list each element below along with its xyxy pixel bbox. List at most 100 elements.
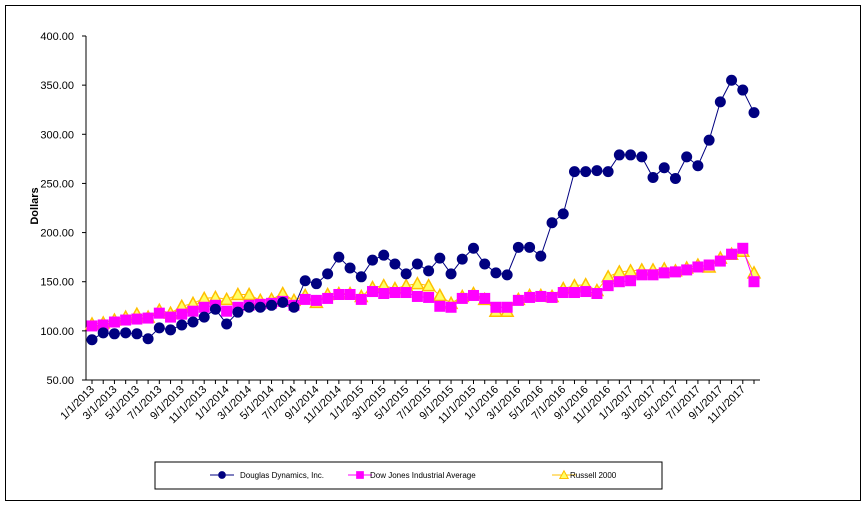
data-point	[434, 300, 446, 312]
data-point	[524, 291, 536, 303]
data-point	[479, 258, 491, 270]
data-point	[176, 308, 188, 320]
data-point	[737, 84, 749, 96]
data-point	[557, 208, 569, 220]
chart-frame	[5, 5, 861, 501]
y-tick-label: 150.00	[40, 277, 74, 289]
data-point	[613, 276, 625, 288]
data-point	[456, 292, 468, 304]
data-point	[580, 166, 592, 178]
data-point	[432, 287, 448, 302]
data-point	[400, 287, 412, 299]
data-point	[378, 249, 390, 261]
y-tick-label: 200.00	[40, 228, 74, 240]
data-point	[591, 165, 603, 177]
data-point	[131, 328, 143, 340]
data-point	[568, 287, 580, 299]
data-point	[120, 327, 132, 339]
y-tick-label: 400.00	[40, 31, 74, 43]
data-point	[411, 258, 423, 270]
data-point	[288, 301, 300, 313]
data-point	[187, 316, 199, 328]
data-point	[108, 316, 120, 328]
data-point	[535, 250, 547, 262]
series-douglas-dynamics-inc-	[86, 74, 760, 346]
data-point	[647, 172, 659, 184]
data-point	[726, 248, 738, 260]
data-point	[221, 305, 233, 317]
legend-item: Russell 2000	[552, 469, 617, 480]
data-point	[299, 293, 311, 305]
legend-label: Dow Jones Industrial Average	[370, 471, 476, 480]
data-point	[445, 301, 457, 313]
data-point	[310, 278, 322, 290]
data-point	[445, 268, 457, 280]
data-point	[367, 254, 379, 266]
data-point	[557, 287, 569, 299]
legend-box	[154, 461, 663, 490]
data-point	[467, 289, 479, 301]
data-point	[726, 74, 738, 86]
data-point	[153, 307, 165, 319]
data-point	[434, 252, 446, 264]
data-point	[421, 278, 436, 292]
data-point	[524, 241, 536, 253]
data-point	[501, 301, 513, 313]
y-tick-label: 300.00	[40, 129, 74, 141]
data-point	[490, 301, 502, 313]
plot-area	[84, 74, 762, 346]
data-point	[410, 276, 425, 290]
data-point	[108, 328, 120, 340]
data-point	[591, 288, 603, 300]
data-point	[512, 294, 524, 306]
data-point	[400, 268, 412, 280]
data-point	[681, 151, 693, 163]
data-point	[714, 255, 726, 267]
data-point	[277, 296, 289, 308]
data-point	[241, 286, 257, 301]
x-axis: 1/1/20133/1/20135/1/20137/1/20139/1/2013…	[58, 379, 760, 426]
data-point	[221, 318, 233, 330]
y-tick-label: 350.00	[40, 80, 74, 92]
data-point	[322, 292, 334, 304]
data-point	[120, 314, 132, 326]
data-point	[187, 305, 199, 317]
data-point	[165, 324, 177, 336]
data-point	[333, 288, 345, 300]
data-point	[658, 162, 670, 174]
data-point	[669, 173, 681, 185]
data-point	[546, 291, 558, 303]
data-point	[467, 242, 479, 254]
data-point	[86, 320, 98, 332]
data-point	[490, 267, 502, 279]
data-point	[389, 287, 401, 299]
legend-marker	[558, 469, 570, 480]
data-point	[198, 311, 210, 323]
data-point	[355, 271, 367, 283]
data-point	[333, 251, 345, 263]
data-point	[389, 258, 401, 270]
data-point	[378, 288, 390, 300]
data-point	[153, 322, 165, 334]
data-point	[602, 280, 614, 292]
data-point	[209, 303, 221, 315]
data-point	[423, 291, 435, 303]
data-point	[142, 333, 154, 345]
data-point	[692, 160, 704, 172]
y-tick-label: 100.00	[40, 326, 74, 338]
data-point	[613, 149, 625, 161]
data-point	[142, 312, 154, 324]
data-point	[344, 262, 356, 274]
data-point	[131, 313, 143, 325]
data-point	[355, 293, 367, 305]
legend-item: Dow Jones Industrial Average	[348, 471, 476, 480]
data-point	[658, 267, 670, 279]
data-point	[299, 275, 311, 287]
data-point	[165, 311, 177, 323]
data-point	[310, 294, 322, 306]
y-tick-label: 50.00	[46, 375, 74, 387]
data-point	[232, 306, 244, 318]
data-point	[714, 96, 726, 108]
data-point	[411, 290, 423, 302]
